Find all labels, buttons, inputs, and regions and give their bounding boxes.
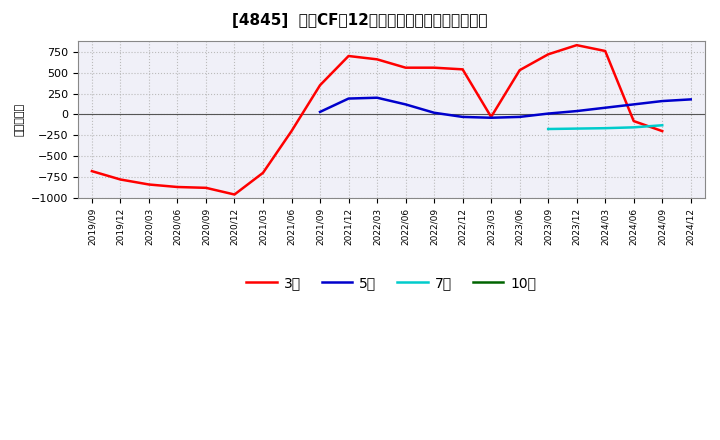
7年 (601, 125, 610, 131)
5年 (430, 110, 438, 115)
3年 (430, 65, 438, 70)
5年 (401, 102, 410, 107)
3年 (315, 83, 324, 88)
Line: 7年: 7年 (548, 125, 662, 129)
3年 (572, 43, 581, 48)
7年 (572, 126, 581, 131)
5年 (686, 97, 695, 102)
3年 (88, 169, 96, 174)
7年 (629, 125, 638, 130)
3年 (629, 118, 638, 124)
3年 (287, 128, 296, 134)
3年 (544, 51, 552, 57)
5年 (629, 102, 638, 107)
5年 (544, 111, 552, 116)
7年 (658, 123, 667, 128)
3年 (202, 185, 210, 191)
3年 (658, 128, 667, 134)
3年 (601, 48, 610, 54)
Y-axis label: （百万円）: （百万円） (15, 103, 25, 136)
3年 (173, 184, 181, 190)
3年 (516, 68, 524, 73)
5年 (601, 105, 610, 110)
Text: [4845]  投賄CFの12か月移動合計の平均値の推移: [4845] 投賄CFの12か月移動合計の平均値の推移 (233, 13, 487, 28)
3年 (230, 192, 239, 197)
3年 (459, 67, 467, 72)
5年 (373, 95, 382, 100)
Line: 5年: 5年 (320, 98, 690, 118)
5年 (487, 115, 495, 121)
3年 (145, 182, 153, 187)
3年 (487, 114, 495, 120)
Legend: 3年, 5年, 7年, 10年: 3年, 5年, 7年, 10年 (240, 271, 542, 296)
Line: 3年: 3年 (92, 45, 662, 194)
3年 (373, 57, 382, 62)
7年 (544, 126, 552, 132)
5年 (315, 109, 324, 114)
3年 (116, 177, 125, 182)
3年 (258, 170, 267, 176)
5年 (516, 114, 524, 120)
5年 (344, 96, 353, 101)
5年 (572, 108, 581, 114)
5年 (658, 99, 667, 104)
5年 (459, 114, 467, 120)
3年 (344, 53, 353, 59)
3年 (401, 65, 410, 70)
